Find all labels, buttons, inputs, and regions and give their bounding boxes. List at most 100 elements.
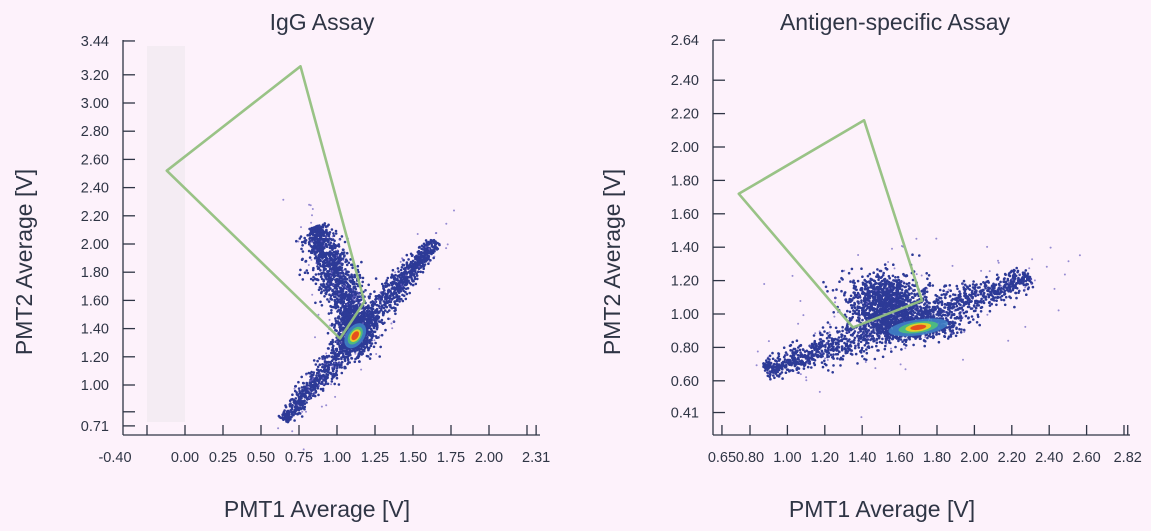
data-point — [339, 323, 343, 327]
data-point — [334, 305, 338, 309]
data-point — [303, 405, 307, 409]
data-point — [382, 300, 386, 303]
data-point — [328, 371, 331, 375]
data-point — [315, 374, 318, 377]
data-point — [959, 298, 963, 301]
data-point — [883, 347, 887, 351]
data-point — [948, 284, 952, 287]
data-point — [781, 377, 784, 380]
data-point — [989, 290, 993, 294]
data-point — [390, 283, 394, 287]
data-point — [837, 343, 840, 346]
data-point — [348, 348, 351, 352]
data-point — [329, 297, 333, 301]
data-point — [315, 225, 318, 228]
outlier-point — [360, 368, 363, 371]
data-point — [418, 255, 422, 259]
outlier-point — [401, 285, 404, 288]
data-point — [295, 393, 299, 396]
data-point — [419, 261, 423, 265]
outlier-point — [331, 270, 334, 273]
outlier-point — [333, 362, 336, 365]
data-point — [339, 326, 343, 330]
y-tick-label: 2.40 — [81, 181, 109, 197]
x-tick-label: 0.00 — [171, 450, 199, 466]
data-point — [346, 357, 350, 360]
data-point — [334, 358, 338, 362]
data-point — [421, 251, 424, 255]
y-tick-label: 1.40 — [81, 322, 109, 338]
data-point — [860, 346, 864, 350]
data-point — [837, 336, 841, 339]
outlier-point — [320, 405, 323, 408]
data-point — [278, 415, 282, 419]
data-point — [324, 267, 328, 271]
data-point — [343, 280, 346, 283]
data-point — [414, 269, 417, 273]
data-point — [343, 254, 346, 257]
data-point — [325, 277, 328, 281]
data-point — [344, 319, 348, 323]
data-point — [331, 288, 335, 292]
data-point — [405, 261, 409, 264]
data-point — [397, 284, 400, 288]
data-point — [873, 357, 877, 361]
data-point — [326, 298, 329, 301]
data-point — [415, 265, 418, 268]
data-point — [338, 275, 341, 279]
data-point — [913, 311, 917, 314]
data-point — [329, 294, 333, 298]
data-point — [366, 336, 369, 340]
x-tick-label: 0.65 — [708, 450, 736, 466]
data-point — [333, 353, 337, 357]
data-point — [996, 296, 1000, 299]
outlier-point — [433, 255, 436, 258]
data-point — [334, 266, 337, 269]
data-point — [351, 282, 355, 286]
data-point — [857, 346, 861, 349]
data-point — [357, 352, 361, 355]
data-point — [397, 281, 401, 285]
data-point — [337, 332, 340, 335]
data-point — [312, 237, 316, 240]
data-point — [853, 330, 857, 333]
data-point — [432, 245, 436, 249]
data-point — [328, 360, 332, 364]
outlier-point — [400, 283, 403, 286]
data-point — [841, 329, 844, 333]
data-point — [393, 281, 397, 285]
outlier-point — [336, 249, 339, 252]
data-point — [923, 295, 927, 299]
data-point — [438, 243, 441, 247]
data-point — [950, 310, 953, 314]
data-point — [955, 304, 959, 308]
data-point — [361, 312, 364, 316]
data-point — [287, 419, 290, 423]
outlier-point — [342, 269, 345, 272]
data-point — [354, 321, 357, 324]
data-point — [307, 249, 311, 253]
outlier-point — [305, 373, 308, 376]
outlier-point — [300, 226, 302, 229]
data-point — [351, 266, 354, 270]
data-point — [827, 355, 831, 358]
data-point — [298, 237, 302, 240]
data-point — [340, 356, 343, 359]
data-point — [381, 284, 385, 288]
data-point — [424, 253, 427, 257]
data-point — [430, 242, 434, 246]
outlier-point — [330, 383, 333, 386]
data-point — [318, 258, 322, 262]
outlier-point — [311, 378, 314, 381]
data-point — [361, 352, 365, 356]
outlier-point — [302, 448, 305, 451]
outlier-point — [325, 236, 328, 239]
data-point — [317, 272, 321, 276]
outlier-point — [313, 392, 316, 395]
data-point — [1003, 292, 1007, 296]
data-point — [316, 267, 320, 271]
outlier-point — [379, 291, 382, 294]
data-point — [925, 290, 929, 294]
outlier-point — [325, 352, 328, 355]
data-point — [795, 339, 799, 343]
